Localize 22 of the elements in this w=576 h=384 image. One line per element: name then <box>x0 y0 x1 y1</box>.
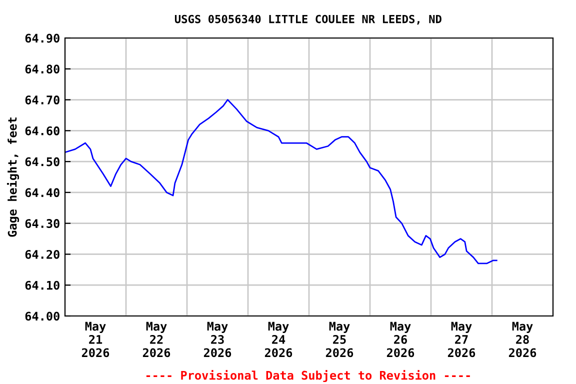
y-tick-label: 64.90 <box>25 34 60 43</box>
x-tick-label: May 26 2026 <box>386 322 414 358</box>
y-tick-label: 64.40 <box>25 188 60 198</box>
y-tick-label: 64.70 <box>25 96 60 104</box>
x-tick-label: May 25 2026 <box>326 322 354 358</box>
x-tick-label: May 28 2026 <box>508 322 536 358</box>
x-tick-label: May 24 2026 <box>264 322 292 358</box>
y-axis-title: Gage height, feet <box>6 118 20 237</box>
y-tick-label: 64.10 <box>25 280 60 290</box>
y-tick-label: 64.00 <box>25 312 60 321</box>
y-tick-label: 64.80 <box>25 64 60 74</box>
x-tick-label: May 27 2026 <box>448 322 476 358</box>
y-tick-label: 64.20 <box>25 250 60 259</box>
x-tick-label: May 23 2026 <box>204 322 232 358</box>
x-tick-label: May 22 2026 <box>142 322 170 358</box>
line-series <box>65 99 498 264</box>
x-tick-label: May 21 2026 <box>82 322 110 358</box>
y-tick-label: 64.30 <box>25 219 60 228</box>
y-tick-label: 64.50 <box>25 157 60 166</box>
text: ---- Provisional Data Subject to Revision ---- <box>146 370 470 382</box>
y-tick-label: 64.60 <box>25 126 60 136</box>
chart-title: USGS 05056340 LITTLE COULEE NR LEEDS, ND <box>174 14 442 25</box>
